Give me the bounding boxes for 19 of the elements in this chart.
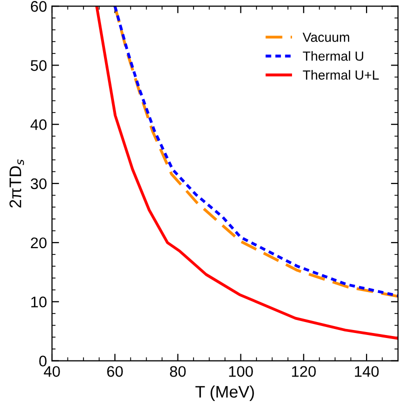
y-tick-label: 30	[30, 178, 47, 190]
x-axis-title: T (MeV)	[195, 385, 254, 401]
y-tick-label: 60	[30, 1, 47, 12]
y-tick-label: 40	[30, 119, 47, 130]
x-tick-label: 120	[292, 366, 316, 377]
x-tick-label: 40	[44, 366, 60, 377]
x-tick-label: 100	[229, 366, 253, 377]
x-tick-label: 140	[354, 366, 379, 377]
x-tick-label: 80	[170, 366, 186, 377]
x-tick-label: 60	[107, 366, 123, 377]
line-series	[95, 6, 398, 340]
y-tick-label: 0	[39, 356, 47, 366]
y-axis-title: 2πTD$_{s}$	[9, 159, 24, 208]
y-tick-label: 50	[30, 60, 47, 71]
legend-label: Thermal U	[302, 51, 364, 61]
y-tick-label: 10	[31, 296, 47, 308]
y-tick-label: 20	[30, 237, 47, 248]
legend-label: Thermal U+L	[302, 70, 379, 80]
legend-label: Vacuum	[302, 32, 350, 42]
